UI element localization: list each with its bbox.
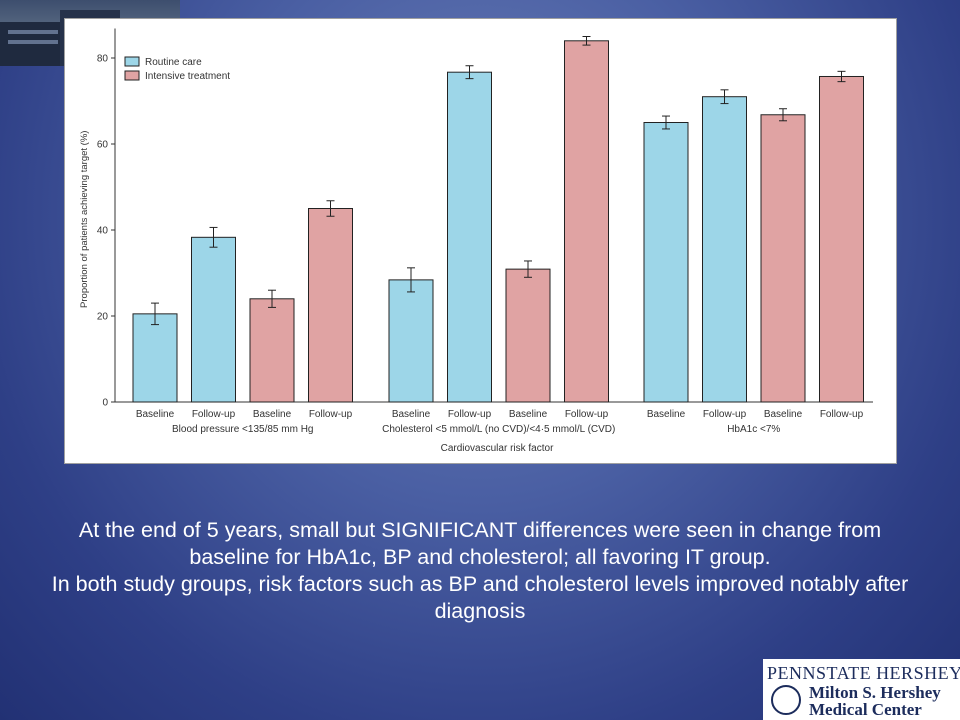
chart-panel: 0 20 40 60 80 Proportion of patients achievin… <box>64 18 897 464</box>
x-tick-label: Follow-up <box>309 409 353 420</box>
bar <box>308 208 353 403</box>
x-tick-label: Baseline <box>647 409 686 420</box>
bar <box>760 114 806 403</box>
x-tick-label: Follow-up <box>448 409 492 420</box>
y-tick-label: 80 <box>97 54 109 65</box>
x-tick-label: Follow-up <box>820 409 864 420</box>
x-tick-label: Baseline <box>136 409 175 420</box>
y-tick-label: 20 <box>97 312 109 323</box>
bar <box>191 236 236 403</box>
caption-line-2: In both study groups, risk factors such … <box>51 572 909 623</box>
slide-caption: At the end of 5 years, small but SIGNIFI… <box>40 517 920 625</box>
bar <box>388 279 434 403</box>
y-axis-title: Proportion of patients achieving target … <box>79 131 90 308</box>
caption-line-1: At the end of 5 years, small but SIGNIFI… <box>78 518 882 569</box>
seal-icon <box>771 685 801 715</box>
bar <box>702 96 747 403</box>
y-tick-label: 60 <box>97 140 109 151</box>
bar <box>564 40 609 403</box>
bar <box>505 268 551 403</box>
x-tick-label: Baseline <box>764 409 803 420</box>
x-tick-label: Baseline <box>392 409 431 420</box>
x-tick-label: Baseline <box>253 409 292 420</box>
bar-chart: 0 20 40 60 80 Proportion of patients achievin… <box>79 28 873 454</box>
bar <box>447 71 492 403</box>
x-tick-label: Follow-up <box>565 409 609 420</box>
bar <box>819 75 864 403</box>
bar <box>643 122 689 403</box>
institution-logo: PENNSTATE HERSHEY Milton S. Hershey Medi… <box>763 659 960 720</box>
x-tick-label: Baseline <box>509 409 548 420</box>
logo-line-2: Milton S. Hershey <box>809 683 941 702</box>
y-tick-label: 0 <box>102 398 108 409</box>
bar <box>249 298 295 403</box>
group-label: Blood pressure <135/85 mm Hg <box>172 424 313 435</box>
legend-swatch <box>124 70 140 81</box>
group-label: Cholesterol <5 mmol/L (no CVD)/<4·5 mmol… <box>382 424 615 435</box>
x-tick-label: Follow-up <box>192 409 236 420</box>
x-tick-label: Follow-up <box>703 409 747 420</box>
logo-line-3: Medical Center <box>809 700 922 719</box>
x-axis-title: Cardiovascular risk factor <box>441 443 554 454</box>
legend-swatch <box>124 56 140 67</box>
y-tick-label: 40 <box>97 226 109 237</box>
group-label: HbA1c <7% <box>727 424 780 435</box>
legend-label: Intensive treatment <box>145 71 230 82</box>
bar <box>132 313 178 403</box>
logo-line-1: PENNSTATE HERSHEY <box>767 663 960 683</box>
legend-label: Routine care <box>145 57 202 68</box>
